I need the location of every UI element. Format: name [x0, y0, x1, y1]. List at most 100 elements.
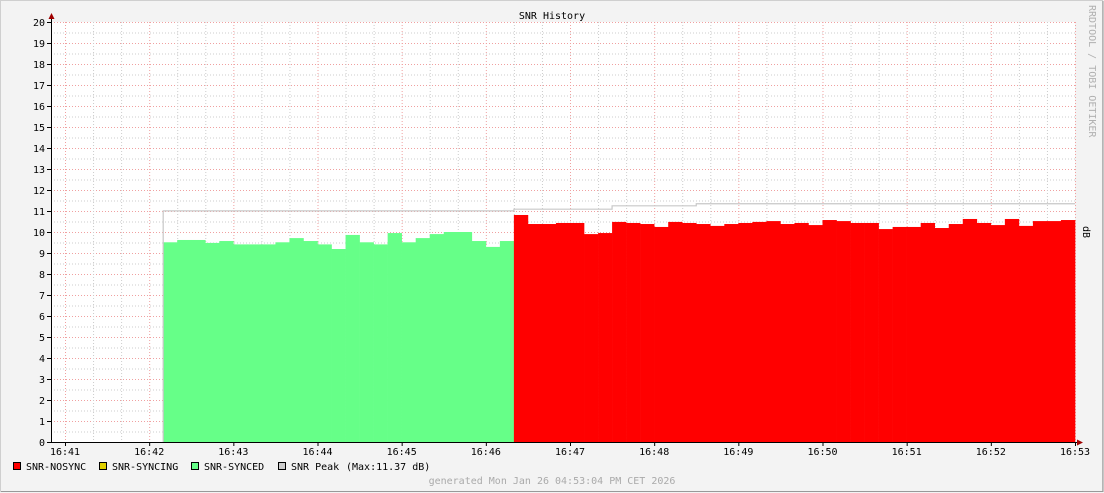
bar-snr-synced	[303, 241, 318, 442]
bar-snr-nosync	[920, 222, 936, 442]
y-tick-label: 15	[33, 123, 45, 134]
bar-snr-synced	[163, 242, 178, 442]
bar-snr-synced	[191, 239, 206, 442]
x-tick-label: 16:46	[471, 447, 501, 458]
bar-snr-nosync	[654, 226, 669, 442]
y-tick-label: 18	[33, 60, 45, 71]
y-tick-label: 9	[39, 249, 45, 260]
x-axis-arrow-icon	[1077, 439, 1083, 446]
bar-snr-nosync	[780, 224, 795, 442]
bar-snr-nosync	[906, 226, 921, 442]
y-tick-label: 12	[33, 186, 45, 197]
bar-snr-synced	[485, 246, 501, 442]
y-tick-label: 5	[39, 333, 45, 344]
bar-snr-synced	[289, 238, 304, 442]
x-tick-label: 16:47	[555, 447, 585, 458]
x-tick-label: 16:49	[723, 447, 753, 458]
bar-snr-synced	[317, 244, 332, 442]
footer-generated: generated Mon Jan 26 04:53:04 PM CET 202…	[429, 476, 676, 487]
y-tick-label: 4	[39, 354, 45, 365]
bar-snr-synced	[443, 232, 459, 442]
x-tick-label: 16:45	[387, 447, 417, 458]
bar-snr-nosync	[612, 221, 627, 442]
y-tick-label: 17	[33, 81, 45, 92]
y-tick-label: 11	[33, 207, 45, 218]
y-tick-label: 6	[39, 312, 45, 323]
bar-snr-nosync	[626, 222, 641, 442]
y-tick-label: 14	[33, 144, 45, 155]
bar-snr-nosync	[990, 225, 1006, 442]
snr-peak-line	[162, 203, 1075, 442]
bar-snr-nosync	[724, 224, 739, 442]
x-tick-label: 16:42	[134, 447, 164, 458]
bar-snr-synced	[261, 244, 276, 442]
bar-snr-nosync	[1018, 225, 1034, 442]
bar-snr-synced	[331, 249, 346, 442]
bar-snr-synced	[457, 232, 473, 442]
bar-snr-nosync	[541, 224, 557, 442]
bar-snr-nosync	[1032, 221, 1048, 442]
bar-snr-synced	[429, 234, 445, 442]
bar-snr-synced	[387, 233, 402, 442]
legend-swatch-snr-peak	[278, 462, 286, 470]
bar-snr-nosync	[1060, 220, 1076, 442]
chart-title: SNR History	[519, 11, 585, 22]
y-tick-label: 0	[39, 438, 45, 449]
x-tick-label: 16:50	[807, 447, 837, 458]
bar-snr-nosync	[598, 233, 613, 442]
bar-snr-synced	[233, 244, 248, 442]
bar-snr-synced	[177, 239, 192, 442]
y-tick-label: 20	[33, 18, 45, 29]
y-tick-label: 13	[33, 165, 45, 176]
y-tick-label: 19	[33, 39, 45, 50]
bar-snr-nosync	[766, 221, 781, 442]
bar-snr-nosync	[976, 222, 992, 442]
legend-label: SNR-SYNCING	[112, 462, 178, 473]
bar-snr-nosync	[752, 221, 767, 442]
legend-label: SNR-SYNCED	[204, 462, 264, 473]
bar-snr-synced	[219, 241, 234, 442]
y-tick-label: 16	[33, 102, 45, 113]
x-tick-label: 16:52	[976, 447, 1006, 458]
bar-snr-synced	[359, 242, 374, 442]
y-tick-label: 7	[39, 291, 45, 302]
bar-snr-synced	[415, 238, 431, 442]
bar-snr-synced	[345, 234, 360, 442]
x-tick-label: 16:51	[892, 447, 922, 458]
bar-snr-nosync	[892, 226, 907, 442]
legend-label: SNR Peak	[291, 462, 339, 473]
bar-snr-nosync	[962, 218, 978, 442]
bar-snr-nosync	[850, 222, 865, 442]
x-tick-label: 16:43	[218, 447, 248, 458]
bar-snr-nosync	[934, 228, 950, 442]
bar-snr-synced	[247, 244, 262, 442]
y-axis-label: dB	[1080, 226, 1091, 238]
legend-swatch-snr-synced	[191, 462, 199, 470]
bar-snr-nosync	[1004, 218, 1020, 442]
bar-snr-nosync	[948, 224, 964, 442]
bar-snr-nosync	[738, 222, 753, 442]
x-tick-label: 16:44	[302, 447, 332, 458]
bar-snr-nosync	[864, 222, 879, 442]
bar-snr-synced	[275, 242, 290, 442]
x-tick-label: 16:48	[639, 447, 669, 458]
bar-snr-nosync	[570, 222, 585, 442]
bar-snr-synced	[373, 244, 388, 442]
bar-snr-nosync	[682, 222, 697, 442]
bar-snr-nosync	[555, 222, 571, 442]
bar-snr-nosync	[822, 220, 837, 442]
bar-snr-synced	[401, 242, 416, 442]
bar-snr-nosync	[584, 234, 599, 442]
bar-snr-nosync	[794, 222, 809, 442]
bar-snr-nosync	[808, 225, 823, 442]
legend-label: SNR-NOSYNC	[26, 462, 86, 473]
y-tick-label: 8	[39, 270, 45, 281]
bar-snr-nosync	[878, 229, 893, 442]
legend-swatch-snr-syncing	[99, 462, 107, 470]
legend-peak-max: (Max:11.37 dB)	[346, 462, 430, 473]
y-tick-label: 2	[39, 396, 45, 407]
bar-snr-synced	[471, 241, 487, 442]
bar-snr-nosync	[836, 221, 851, 442]
x-tick-label: 16:41	[50, 447, 80, 458]
